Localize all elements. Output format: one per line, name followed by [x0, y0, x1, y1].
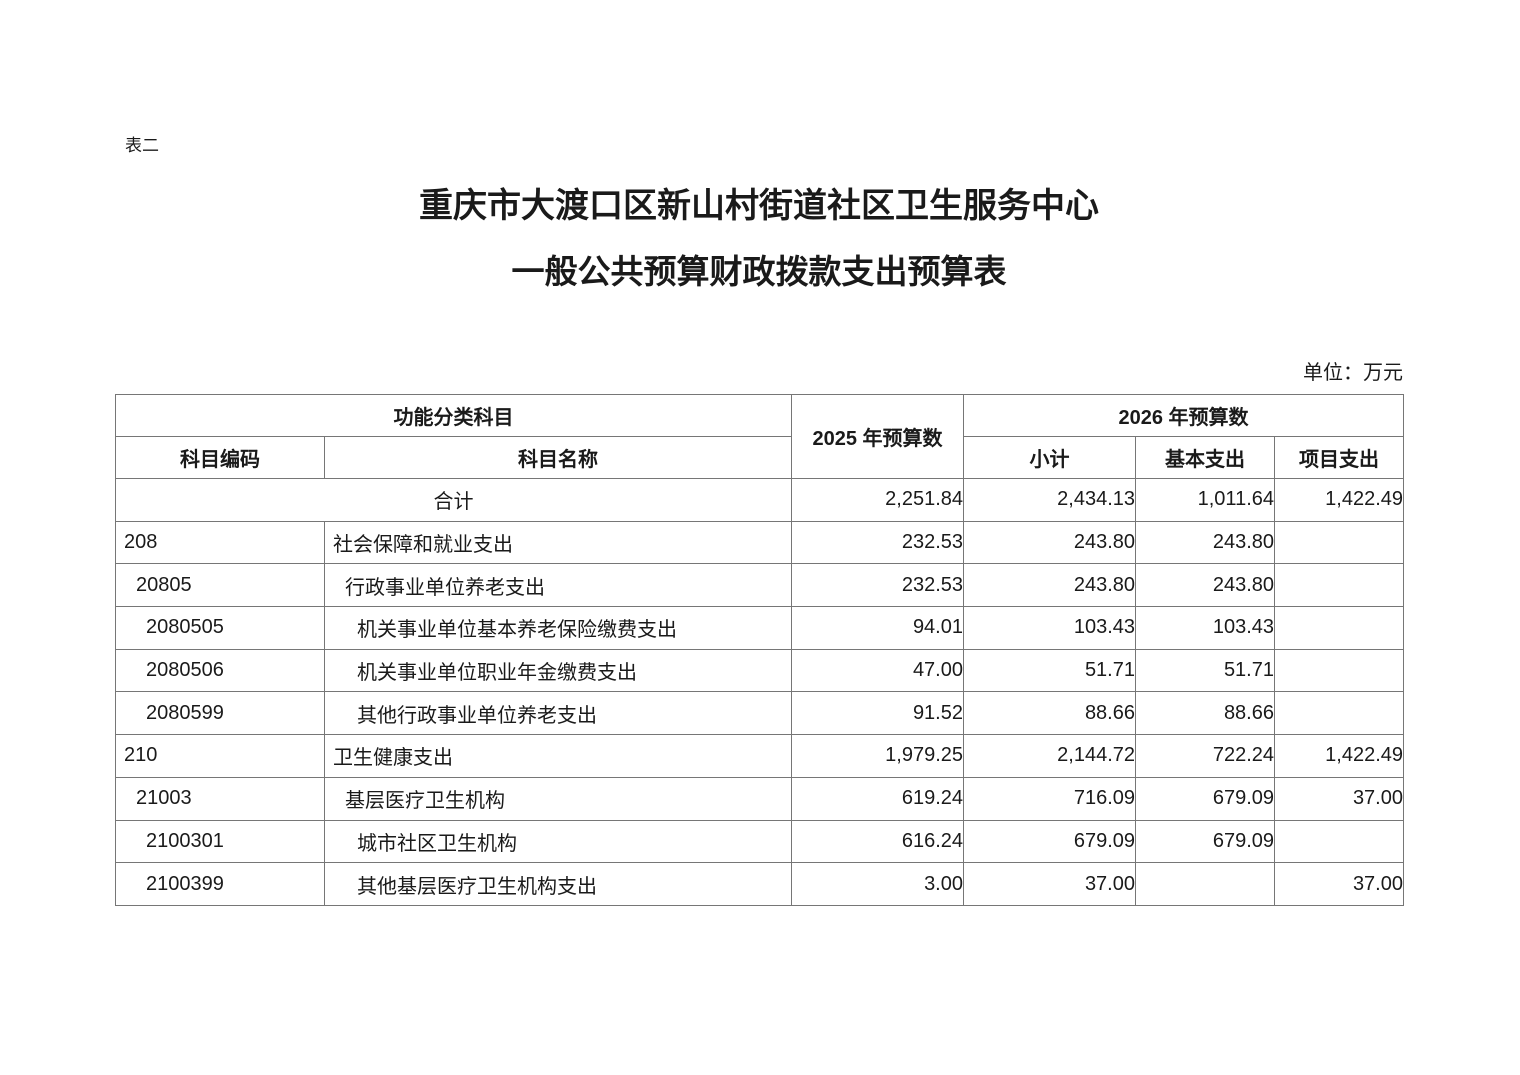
- subject-name-cell: 城市社区卫生机构: [324, 819, 792, 864]
- project-2026-cell: 37.00: [1274, 776, 1404, 821]
- header-budget-2026: 2026 年预算数: [963, 394, 1404, 437]
- header-basic-expenditure: 基本支出: [1135, 436, 1275, 479]
- subject-code-cell: 2080505: [115, 606, 325, 650]
- subject-code-cell: 2100301: [115, 819, 325, 864]
- title-block: 重庆市大渡口区新山村街道社区卫生服务中心 一般公共预算财政拨款支出预算表: [115, 184, 1403, 294]
- basic-2026-cell: 243.80: [1135, 563, 1275, 608]
- subject-code-cell: 2100399: [115, 862, 325, 906]
- basic-2026-cell: [1135, 862, 1275, 906]
- project-2026-cell: [1274, 691, 1404, 736]
- table-label: 表二: [125, 136, 159, 155]
- budget-2025-cell: 2,251.84: [791, 478, 964, 522]
- subtotal-2026-cell: 2,434.13: [963, 478, 1136, 522]
- table-row: 21003 基层医疗卫生机构 619.24 716.09 679.09 37.00: [115, 776, 1404, 821]
- budget-2025-cell: 1,979.25: [791, 734, 964, 778]
- project-2026-cell: [1274, 606, 1404, 650]
- project-2026-cell: 37.00: [1274, 862, 1404, 906]
- subtotal-2026-cell: 51.71: [963, 648, 1136, 693]
- subtotal-2026-cell: 37.00: [963, 862, 1136, 906]
- subject-code-cell: 20805: [115, 563, 325, 608]
- basic-2026-cell: 51.71: [1135, 648, 1275, 693]
- header-subject-name: 科目名称: [324, 436, 792, 479]
- table-row: 2080506 机关事业单位职业年金缴费支出 47.00 51.71 51.71: [115, 648, 1404, 693]
- budget-2025-cell: 3.00: [791, 862, 964, 906]
- page-title: 重庆市大渡口区新山村街道社区卫生服务中心: [419, 187, 1099, 225]
- subtotal-2026-cell: 243.80: [963, 563, 1136, 608]
- table-body: 合计 2,251.84 2,434.13 1,011.64 1,422.49 208 社会保…: [115, 478, 1404, 906]
- subtotal-2026-cell: 679.09: [963, 819, 1136, 864]
- subject-name-cell: 卫生健康支出: [324, 734, 792, 778]
- table-header: 功能分类科目 2025 年预算数 2026 年预算数 科目编码 科目名称 小计 …: [115, 394, 1404, 479]
- header-subject-code: 科目编码: [115, 436, 325, 479]
- subject-code-cell: 2080599: [115, 691, 325, 736]
- subject-code-cell: 210: [115, 734, 325, 778]
- header-row-2: 科目编码 科目名称 小计 基本支出 项目支出: [115, 436, 1404, 479]
- subtotal-2026-cell: 88.66: [963, 691, 1136, 736]
- project-2026-cell: [1274, 819, 1404, 864]
- header-subtotal: 小计: [963, 436, 1136, 479]
- budget-2025-cell: 47.00: [791, 648, 964, 693]
- table-row: 210 卫生健康支出 1,979.25 2,144.72 722.24 1,422.49: [115, 734, 1404, 778]
- project-2026-cell: 1,422.49: [1274, 478, 1404, 522]
- subject-name-cell: 机关事业单位基本养老保险缴费支出: [324, 606, 792, 650]
- subject-name-cell: 基层医疗卫生机构: [324, 776, 792, 821]
- subject-code-cell: 2080506: [115, 648, 325, 693]
- basic-2026-cell: 1,011.64: [1135, 478, 1275, 522]
- project-2026-cell: [1274, 520, 1404, 565]
- budget-2025-cell: 91.52: [791, 691, 964, 736]
- budget-2025-cell: 232.53: [791, 563, 964, 608]
- table-row: 2100399 其他基层医疗卫生机构支出 3.00 37.00 37.00: [115, 862, 1404, 906]
- subject-code-cell: 208: [115, 520, 325, 565]
- subject-name-cell: 社会保障和就业支出: [324, 520, 792, 565]
- header-budget-2025: 2025 年预算数: [791, 394, 964, 479]
- table-row: 2080599 其他行政事业单位养老支出 91.52 88.66 88.66: [115, 691, 1404, 736]
- subject-name-cell: 行政事业单位养老支出: [324, 563, 792, 608]
- page-subtitle: 一般公共预算财政拨款支出预算表: [511, 253, 1007, 290]
- budget-2025-cell: 94.01: [791, 606, 964, 650]
- project-2026-cell: [1274, 648, 1404, 693]
- subtotal-2026-cell: 103.43: [963, 606, 1136, 650]
- project-2026-cell: 1,422.49: [1274, 734, 1404, 778]
- unit-note: 单位：万元: [1303, 362, 1403, 384]
- subject-code-cell: 21003: [115, 776, 325, 821]
- total-label-cell: 合计: [115, 478, 792, 522]
- subtotal-2026-cell: 2,144.72: [963, 734, 1136, 778]
- budget-2025-cell: 619.24: [791, 776, 964, 821]
- subtotal-2026-cell: 716.09: [963, 776, 1136, 821]
- table-row: 2100301 城市社区卫生机构 616.24 679.09 679.09: [115, 819, 1404, 864]
- table-row: 208 社会保障和就业支出 232.53 243.80 243.80: [115, 520, 1404, 565]
- basic-2026-cell: 103.43: [1135, 606, 1275, 650]
- subtotal-2026-cell: 243.80: [963, 520, 1136, 565]
- header-row-1: 功能分类科目 2025 年预算数 2026 年预算数: [115, 394, 1404, 479]
- header-functional-category: 功能分类科目: [115, 394, 792, 437]
- subject-name-cell: 其他行政事业单位养老支出: [324, 691, 792, 736]
- table-row: 2080505 机关事业单位基本养老保险缴费支出 94.01 103.43 103.43: [115, 606, 1404, 650]
- budget-table: 功能分类科目 2025 年预算数 2026 年预算数 科目编码 科目名称 小计 …: [115, 394, 1404, 906]
- basic-2026-cell: 679.09: [1135, 819, 1275, 864]
- table-row: 合计 2,251.84 2,434.13 1,011.64 1,422.49: [115, 478, 1404, 522]
- basic-2026-cell: 243.80: [1135, 520, 1275, 565]
- header-project-expenditure: 项目支出: [1274, 436, 1404, 479]
- subject-name-cell: 机关事业单位职业年金缴费支出: [324, 648, 792, 693]
- subject-name-cell: 其他基层医疗卫生机构支出: [324, 862, 792, 906]
- budget-2025-cell: 616.24: [791, 819, 964, 864]
- basic-2026-cell: 679.09: [1135, 776, 1275, 821]
- basic-2026-cell: 722.24: [1135, 734, 1275, 778]
- table-row: 20805 行政事业单位养老支出 232.53 243.80 243.80: [115, 563, 1404, 608]
- project-2026-cell: [1274, 563, 1404, 608]
- budget-2025-cell: 232.53: [791, 520, 964, 565]
- basic-2026-cell: 88.66: [1135, 691, 1275, 736]
